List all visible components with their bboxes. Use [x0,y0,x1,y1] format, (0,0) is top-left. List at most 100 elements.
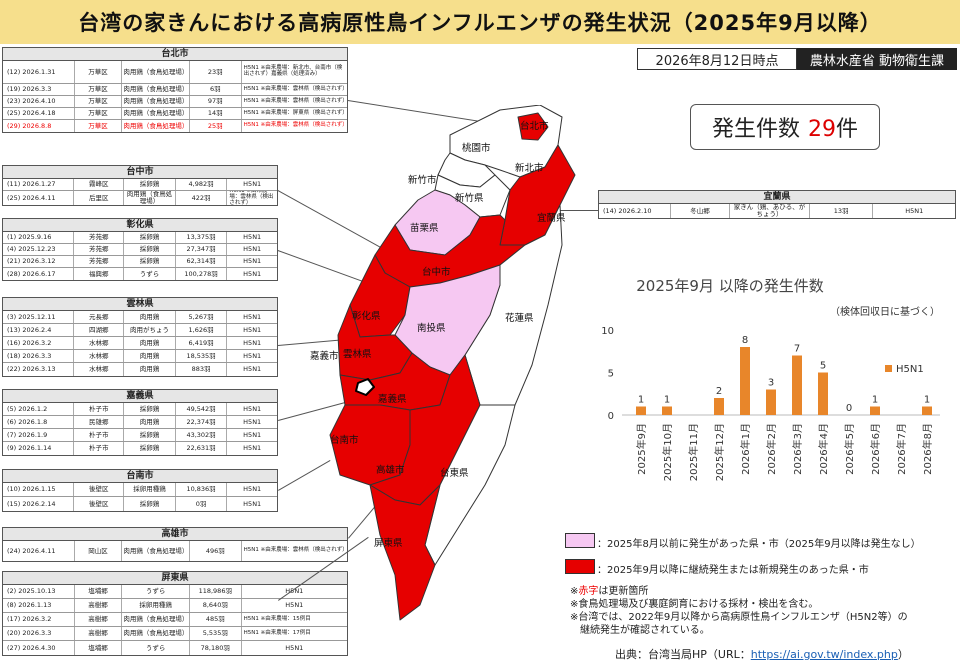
table-row: (17) 2026.3.2 高樹郷 肉用鶏（食鳥処理場） 485羽 H5N1 ※由来農場… [3,613,347,627]
table-row: (19) 2026.3.3 万華区 肉用鶏（食鳥処理場） 6羽 H5N1 ※由来農場：雲… [3,84,347,96]
x-tick-label-4: 2026年1月 [739,423,752,475]
table-yilan: 宜蘭県 (14) 2026.2.10 冬山郷 家きん（鶏、あひる、がちょう） 13羽 H5… [598,190,956,219]
region-chiayi-city [355,378,375,396]
region-taipei [517,112,549,141]
table-cell: 採卵鶏 [124,179,176,190]
table-cell: (10) 2026.1.15 [3,483,75,496]
x-tick-label-2: 2025年11月 [687,423,700,481]
table-title: 高雄市 [3,528,347,541]
table-cell: 10,836羽 [176,483,228,496]
table-cell: (18) 2026.3.3 [3,350,75,362]
table-cell: 朴子市 [74,442,125,455]
table-cell: H5N1 [243,245,262,254]
data-label-3: 2 [716,386,722,397]
table-cell: 家きん（鶏、あひる、がちょう） [730,204,810,218]
x-tick-label-6: 2026年3月 [791,423,804,475]
table-title: 雲林県 [3,298,277,311]
table-cell: (12) 2026.1.31 [3,61,75,83]
table-cell: 採卵用種鶏 [122,599,190,612]
table-cell: 肉用鶏（食鳥処理場） [123,84,190,95]
bar-7 [818,372,828,415]
table-cell: 5,267羽 [176,311,228,323]
table-row: (22) 2026.3.13 水林郷 肉用鶏 883羽 H5N1 [3,363,277,376]
table-cell: 高樹郷 [75,627,123,640]
table-row: (5) 2026.1.2 朴子市 採卵鶏 49,542羽 H5N1 [3,403,277,416]
table-cell: (17) 2026.3.2 [3,613,75,626]
table-cell: 后里区 [74,191,125,205]
map-label-yunlin: 雲林県 [343,349,372,360]
data-label-7: 5 [820,361,826,372]
y-tick-label: 5 [608,369,614,380]
table-cell: 福興郷 [74,268,125,280]
table-row: (2) 2025.10.13 塩埔郷 うずら 118,986羽 H5N1 [3,585,347,599]
table-yunlin: 雲林県 (3) 2025.12.11 元長郷 肉用鶏 5,267羽 H5N1 (13) 20… [2,297,278,377]
table-cell: H5N1 [285,643,304,652]
source-link[interactable]: https://ai.gov.tw/index.php [750,648,898,661]
table-cell: 6,419羽 [176,337,228,349]
y-tick-label: 0 [608,411,614,422]
table-row: (20) 2026.3.3 高樹郷 肉用鶏（食鳥処理場） 5,535羽 H5N1 ※由来… [3,627,347,641]
table-row: (29) 2026.8.8 万華区 肉用鶏（食鳥処理場） 25羽 H5N1 ※由来農場：… [3,120,347,132]
table-cell: 水林郷 [74,363,125,376]
table-kaohsiung: 高雄市 (24) 2026.4.11 岡山区 肉用鶏（食鳥処理場） 496羽 H5N1 ※… [2,527,348,562]
table-cell: H5N1 ※由来農場：雲林県（検出されず） [229,191,274,205]
table-cell: (20) 2026.3.3 [3,627,75,640]
chart-title: 2025年9月 以降の発生件数 [636,277,824,295]
table-title: 台南市 [3,470,277,483]
bar-1 [662,406,672,415]
y-tick-label: 10 [601,326,614,337]
table-cell: H5N1 [905,206,924,215]
table-title: 屏東県 [3,572,347,585]
x-tick-label-11: 2026年8月 [921,423,934,475]
note-sampling: ※食鳥処理場及び裏庭飼育における採材・検出を含む。 [570,599,819,610]
count-unit: 件 [836,117,859,142]
table-cell: 万華区 [75,108,123,119]
data-label-0: 1 [638,395,644,406]
map-label-taichung: 台中市 [422,267,451,278]
table-cell: 22,374羽 [176,416,228,428]
map-label-kaohsiung: 高雄市 [376,465,405,476]
table-cell: 万華区 [75,61,123,83]
ministry-label: 農林水産省 動物衛生課 [797,48,957,70]
table-title: 彰化県 [3,219,277,232]
table-title: 台北市 [3,48,347,61]
table-cell: H5N1 [243,312,262,321]
table-cell: H5N1 [243,269,262,278]
map-label-hsinchu-county: 新竹県 [455,193,484,204]
table-cell: 高樹郷 [75,599,123,612]
table-cell: 朴子市 [74,429,125,441]
table-cell: (21) 2026.3.12 [3,256,75,267]
table-pingtung: 屏東県 (2) 2025.10.13 塩埔郷 うずら 118,986羽 H5N1 (8) 2… [2,571,348,656]
table-taipei: 台北市 (12) 2026.1.31 万華区 肉用鶏（食鳥処理場） 23羽 H5N1 ※由… [2,47,348,133]
x-tick-label-1: 2025年10月 [661,423,674,481]
table-cell: 肉用鶏（食鳥処理場） [122,627,190,640]
bar-11 [922,406,932,415]
table-row: (12) 2026.1.31 万華区 肉用鶏（食鳥処理場） 23羽 H5N1 ※由来農場… [3,61,347,84]
x-tick-label-7: 2026年4月 [817,423,830,475]
table-cell: H5N1 [243,430,262,439]
data-label-9: 1 [872,395,878,406]
bar-3 [714,398,724,415]
table-row: (24) 2026.4.11 岡山区 肉用鶏（食鳥処理場） 496羽 H5N1 ※由来農… [3,541,347,561]
table-cell: (29) 2026.8.8 [3,120,75,132]
table-cell: (13) 2026.2.4 [3,324,75,336]
table-cell: 岡山区 [75,541,123,561]
map-label-taitung: 台東県 [440,468,469,479]
table-cell: 18,535羽 [176,350,228,362]
as-of-date: 2026年8月12日時点 [637,48,797,70]
table-cell: 485羽 [190,613,242,626]
table-cell: 水林郷 [74,337,125,349]
table-cell: 四湖郷 [74,324,125,336]
table-cell: (19) 2026.3.3 [3,84,75,95]
table-cell: H5N1 [243,365,262,374]
map-label-miaoli: 苗栗県 [410,223,439,234]
table-cell: 8,640羽 [190,599,242,612]
table-cell: H5N1 [243,180,262,189]
table-row: (7) 2026.1.9 朴子市 採卵鶏 43,302羽 H5N1 [3,429,277,442]
legend-pink-swatch [565,533,595,548]
chart-subtitle: （検体回収日に基づく） [830,305,940,318]
map-label-nantou: 南投県 [417,323,446,334]
table-cell: 後壁区 [74,483,125,496]
table-title: 嘉義県 [3,390,277,403]
table-cell: H5N1 ※由来農場：雲林県（検出されず） [243,97,347,104]
